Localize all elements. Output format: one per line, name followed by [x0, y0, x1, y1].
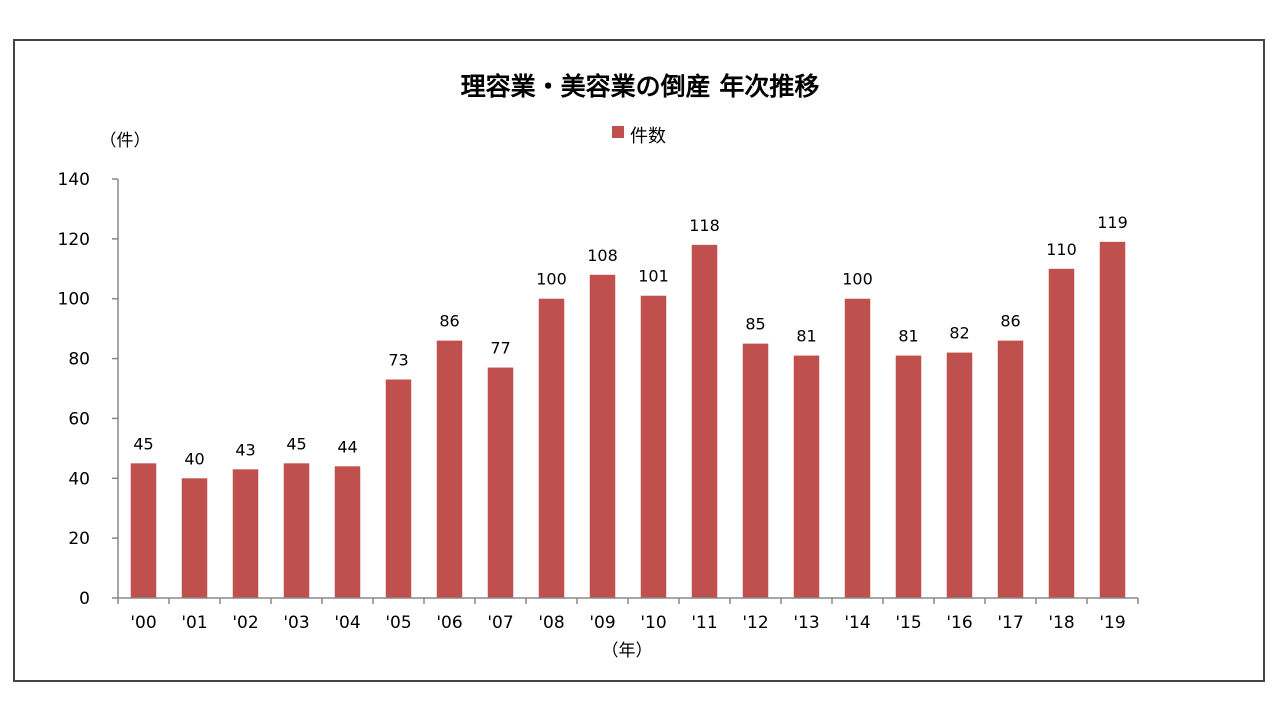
- bar: [181, 478, 208, 598]
- bar: [895, 355, 922, 598]
- bar: [232, 469, 259, 598]
- x-tick-label: '01: [181, 613, 207, 633]
- data-label: 73: [388, 351, 408, 370]
- bar: [946, 352, 973, 598]
- x-tick-label: '11: [691, 613, 717, 633]
- data-label: 45: [133, 434, 153, 453]
- data-label: 86: [439, 312, 459, 331]
- y-axis-label: （件）: [100, 131, 151, 151]
- data-label: 77: [490, 339, 510, 358]
- bar: [130, 463, 157, 598]
- bar: [487, 367, 514, 598]
- y-tick-label: 20: [68, 529, 90, 549]
- y-tick-label: 100: [58, 290, 90, 310]
- data-label: 101: [638, 267, 669, 286]
- data-label: 110: [1046, 240, 1077, 259]
- y-tick-label: 0: [79, 589, 90, 609]
- legend: 件数: [612, 126, 666, 147]
- x-tick-label: '03: [283, 613, 309, 633]
- bar: [844, 298, 871, 598]
- bar: [436, 340, 463, 598]
- x-tick-label: '08: [538, 613, 564, 633]
- x-tick-label: '00: [130, 613, 156, 633]
- y-tick-label: 80: [68, 350, 90, 370]
- data-label: 119: [1097, 213, 1128, 232]
- bar: [691, 244, 718, 599]
- x-tick-label: '10: [640, 613, 666, 633]
- x-tick-label: '07: [487, 613, 513, 633]
- legend-swatch: [612, 126, 624, 138]
- data-label: 81: [898, 327, 918, 346]
- chart-title: 理容業・美容業の倒産 年次推移: [461, 72, 820, 101]
- bars: 45 40 43 45 44 73 86 77 100 108 101 118 85 81 100 81 82 8…: [130, 213, 1128, 599]
- data-label: 44: [337, 437, 357, 456]
- y-tick-label: 120: [58, 230, 90, 250]
- bar: [385, 379, 412, 598]
- data-label: 86: [1000, 312, 1020, 331]
- data-label: 82: [949, 324, 969, 343]
- x-tick-label: '15: [895, 613, 921, 633]
- y-axis: 0 20 40 60 80 100 120 140: [58, 170, 119, 609]
- bar: [1048, 268, 1075, 598]
- x-tick-label: '12: [742, 613, 768, 633]
- bar: [1099, 241, 1126, 598]
- data-label: 45: [286, 434, 306, 453]
- data-label: 43: [235, 440, 255, 459]
- x-tick-label: '13: [793, 613, 819, 633]
- x-tick-label: '16: [946, 613, 972, 633]
- x-tick-label: '04: [334, 613, 360, 633]
- x-tick-label: '02: [232, 613, 258, 633]
- bar: [742, 343, 769, 598]
- data-label: 81: [796, 327, 816, 346]
- data-label: 108: [587, 246, 618, 265]
- x-axis: '00 '01 '02 '03 '04 '05 '06 '07 '08 '09 '10 '11 '12 '…: [117, 597, 1139, 633]
- bar: [997, 340, 1024, 598]
- x-tick-label: '18: [1048, 613, 1074, 633]
- bar: [334, 466, 361, 598]
- bar: [640, 295, 667, 598]
- x-tick-label: '06: [436, 613, 462, 633]
- data-label: 85: [745, 315, 765, 334]
- legend-label: 件数: [630, 126, 666, 147]
- y-tick-label: 40: [68, 469, 90, 489]
- bar: [538, 298, 565, 598]
- data-label: 118: [689, 216, 720, 235]
- x-axis-label: （年）: [602, 641, 653, 661]
- x-tick-label: '19: [1099, 613, 1125, 633]
- bar: [283, 463, 310, 598]
- x-tick-label: '05: [385, 613, 411, 633]
- y-tick-label: 140: [58, 170, 90, 190]
- y-tick-label: 60: [68, 409, 90, 429]
- data-label: 100: [842, 270, 873, 289]
- data-label: 100: [536, 270, 567, 289]
- bar: [793, 355, 820, 598]
- bar: [589, 274, 616, 598]
- x-tick-label: '09: [589, 613, 615, 633]
- x-tick-label: '17: [997, 613, 1023, 633]
- x-tick-label: '14: [844, 613, 870, 633]
- data-label: 40: [184, 449, 204, 468]
